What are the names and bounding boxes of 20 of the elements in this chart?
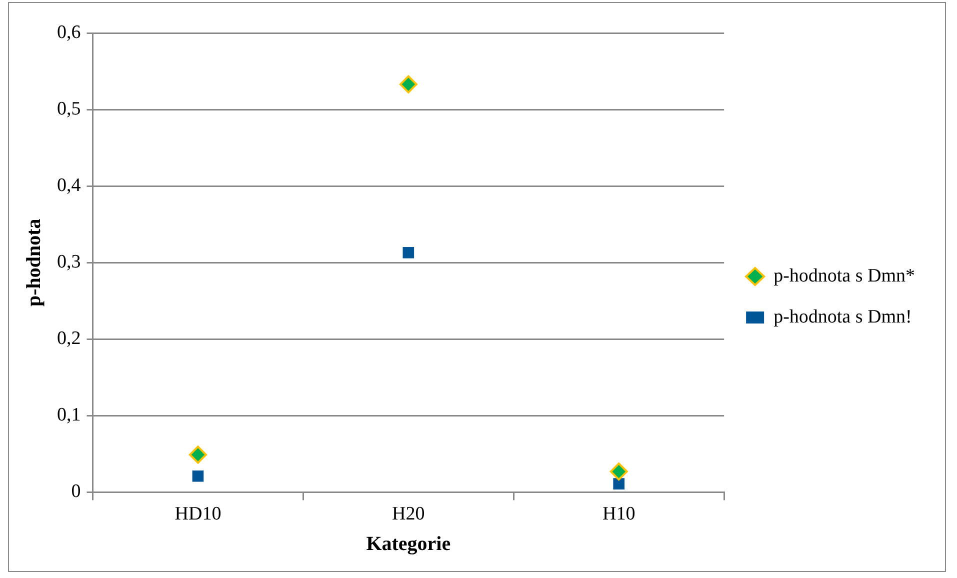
y-tick-label: 0 [71,481,81,502]
x-tick-label: HD10 [174,504,222,525]
point [399,75,418,94]
y-axis-title: p-hodnota [23,218,46,307]
point [402,246,414,258]
legend-label: p-hodnota s Dmn* [774,265,916,286]
point [613,478,625,490]
y-tick-label: 0,3 [57,252,81,273]
y-tick-label: 0,6 [57,22,81,43]
x-axis-title: Kategorie [366,533,451,556]
point [610,462,628,481]
x-tick-label: H20 [392,504,425,525]
point [188,446,207,464]
legend-label: p-hodnota s Dmn! [774,306,912,328]
point [192,470,204,482]
x-tick-label: H10 [602,504,636,525]
y-tick-label: 0,1 [57,404,81,426]
y-tick-label: 0,5 [57,98,81,120]
y-tick-label: 0,2 [57,328,81,350]
y-tick-label: 0,4 [57,175,82,196]
